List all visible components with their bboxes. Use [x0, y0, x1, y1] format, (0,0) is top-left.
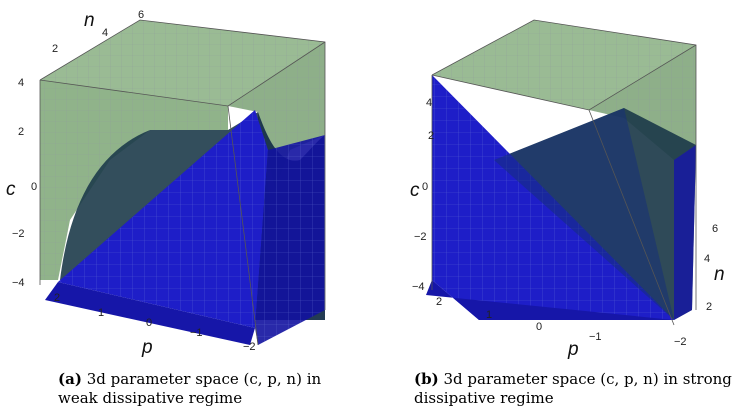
svg-text:−2: −2	[414, 231, 427, 243]
n-axis-label: n	[84, 10, 95, 31]
svg-text:6: 6	[712, 223, 718, 235]
svg-text:2: 2	[436, 296, 442, 308]
svg-text:1: 1	[98, 307, 104, 319]
svg-text:−2: −2	[674, 336, 687, 348]
svg-text:4: 4	[102, 27, 108, 39]
caption-text-b: 3d parameter space (c, p, n) in strong d…	[414, 370, 732, 407]
svg-text:0: 0	[31, 181, 37, 193]
svg-text:2: 2	[706, 301, 712, 313]
blue-surface	[426, 75, 696, 320]
figure-a: 4 2 0 −2 −4 c 2 1 0 −1 −2 p 2 4 6 n (a) …	[0, 0, 374, 419]
svg-text:6: 6	[138, 9, 144, 21]
plot-3d-strong: 4 2 0 −2 −4 c 2 1 0 −1 −2 p 6 4 2 n	[410, 19, 725, 360]
svg-text:−2: −2	[12, 228, 25, 240]
svg-text:4: 4	[704, 253, 710, 265]
svg-text:0: 0	[536, 321, 542, 333]
figure-b: 4 2 0 −2 −4 c 2 1 0 −1 −2 p 6 4 2 n (b) …	[374, 0, 748, 419]
svg-text:2: 2	[54, 292, 60, 304]
c-axis-ticks: 4 2 0 −2 −4	[412, 97, 434, 293]
caption-a: (a) 3d parameter space (c, p, n) in weak…	[58, 370, 358, 408]
caption-label-a: (a)	[58, 370, 82, 388]
n-axis-label: n	[714, 264, 725, 285]
p-axis-ticks: 2 1 0 −1 −2	[54, 292, 256, 353]
n-axis-ticks: 6 4 2	[704, 223, 718, 313]
box-edges	[39, 19, 326, 346]
svg-text:4: 4	[426, 97, 432, 109]
p-axis-ticks: 2 1 0 −1 −2	[436, 296, 687, 348]
svg-text:0: 0	[422, 181, 428, 193]
svg-text:−4: −4	[412, 281, 425, 293]
svg-text:4: 4	[18, 77, 24, 89]
c-axis-label: c	[410, 180, 420, 201]
box-edges	[431, 19, 697, 326]
p-axis-label: p	[141, 337, 153, 358]
svg-text:2: 2	[428, 130, 434, 142]
caption-label-b: (b)	[414, 370, 439, 388]
svg-text:−1: −1	[589, 331, 602, 343]
svg-text:−1: −1	[190, 327, 203, 339]
p-axis-label: p	[567, 339, 579, 360]
n-axis-ticks: 2 4 6	[52, 9, 144, 55]
plot-3d-weak: 4 2 0 −2 −4 c 2 1 0 −1 −2 p 2 4 6 n	[6, 9, 326, 358]
svg-text:0: 0	[146, 317, 152, 329]
svg-text:−4: −4	[12, 277, 25, 289]
svg-text:−2: −2	[243, 341, 256, 353]
c-axis-ticks: 4 2 0 −2 −4	[12, 77, 37, 289]
blue-surface	[45, 110, 325, 345]
svg-text:1: 1	[486, 309, 492, 321]
caption-b: (b) 3d parameter space (c, p, n) in stro…	[414, 370, 744, 408]
green-surface	[432, 20, 696, 160]
c-axis-label: c	[6, 179, 16, 200]
caption-text-a: 3d parameter space (c, p, n) in weak dis…	[58, 370, 322, 407]
svg-text:2: 2	[18, 126, 24, 138]
svg-text:2: 2	[52, 43, 58, 55]
